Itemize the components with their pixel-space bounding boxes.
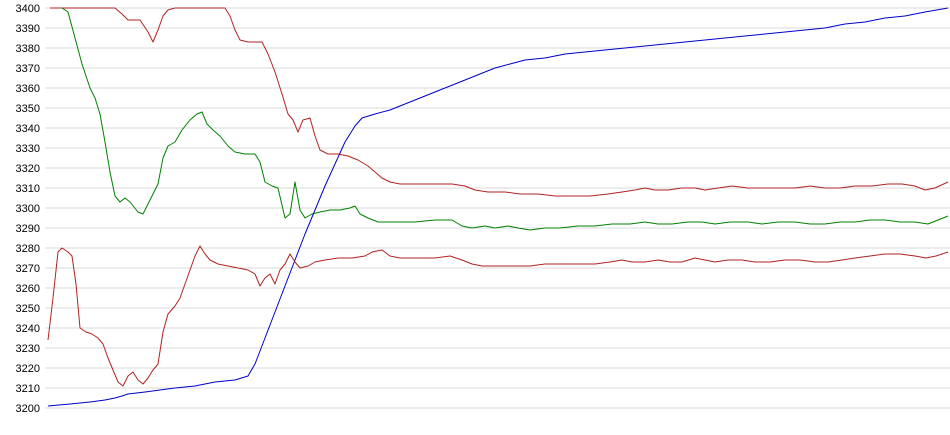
y-axis-tick-label: 3300 (16, 203, 40, 215)
y-axis-tick-label: 3360 (16, 83, 40, 95)
y-axis-tick-label: 3260 (16, 283, 40, 295)
series-blue-line (47, 7, 949, 407)
y-axis-tick-label: 3310 (16, 183, 40, 195)
y-axis-tick-label: 3210 (16, 383, 40, 395)
y-axis-tick-label: 3230 (16, 343, 40, 355)
series-upper-red-line (50, 7, 949, 197)
y-axis-tick-label: 3200 (16, 403, 40, 415)
y-axis-tick-label: 3340 (16, 123, 40, 135)
series-lower-red-line (47, 245, 949, 387)
y-axis-tick-label: 3400 (16, 3, 40, 15)
y-axis-tick-label: 3320 (16, 163, 40, 175)
y-axis-tick-label: 3220 (16, 363, 40, 375)
y-axis-tick-label: 3390 (16, 23, 40, 35)
y-axis-tick-label: 3330 (16, 143, 40, 155)
series-green-line (61, 7, 949, 231)
y-axis-tick-label: 3350 (16, 103, 40, 115)
y-axis-tick-label: 3290 (16, 223, 40, 235)
y-axis-tick-label: 3240 (16, 323, 40, 335)
y-axis-tick-label: 3270 (16, 263, 40, 275)
y-axis-tick-label: 3280 (16, 243, 40, 255)
y-axis-tick-label: 3370 (16, 63, 40, 75)
y-axis-tick-label: 3250 (16, 303, 40, 315)
y-axis-tick-label: 3380 (16, 43, 40, 55)
